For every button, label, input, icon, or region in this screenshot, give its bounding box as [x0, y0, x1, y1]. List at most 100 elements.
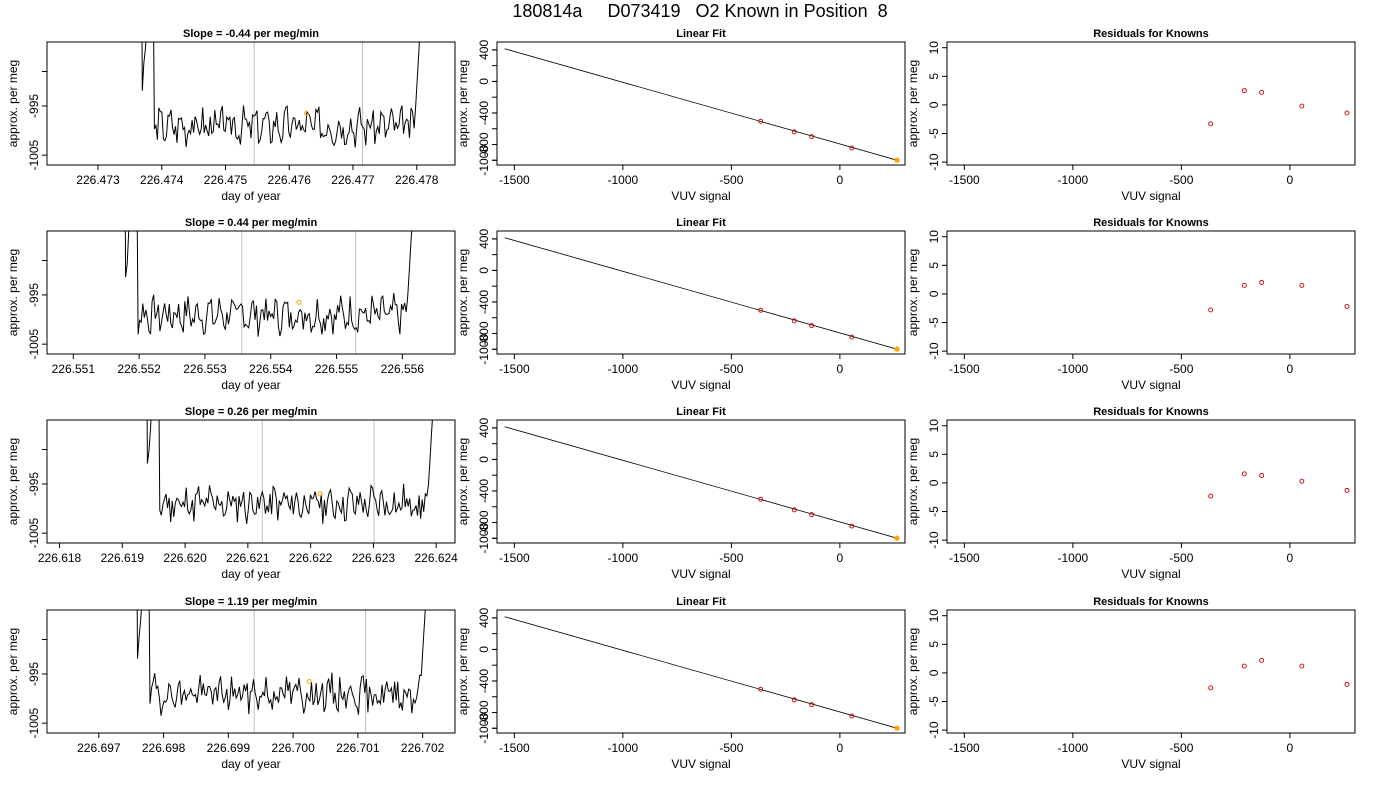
x-tick-label: 226.624	[414, 551, 458, 565]
data-point	[1208, 493, 1214, 499]
plot-frame	[46, 609, 456, 734]
data-point	[1208, 685, 1214, 691]
x-tick-label: -1500	[499, 551, 530, 565]
y-tick-label: -800	[477, 510, 491, 534]
panel-r3-c1: Slope = 0.26 per meg/min 226.618 226.619 22…	[6, 406, 458, 581]
highlight-point	[894, 725, 900, 731]
panel-r4-c3: Residuals for Knowns -1500 -1000 -500 0 VUV s…	[906, 596, 1356, 771]
panel-title: Residuals for Knowns	[1093, 28, 1209, 40]
y-axis-label: approx. per meg	[6, 628, 20, 715]
x-tick-label: -1500	[949, 362, 980, 376]
figure-title: 180814a D073419 O2 Known in Position 8	[512, 1, 888, 21]
y-tick-label: 5	[927, 262, 941, 269]
x-tick-label: 226.554	[249, 362, 293, 376]
y-axis-label: approx. per meg	[456, 60, 470, 147]
x-axis-label: VUV signal	[1121, 189, 1180, 203]
y-tick-label: -1005	[27, 517, 41, 548]
y-tick-label: 0	[927, 101, 941, 108]
data-point	[758, 496, 764, 502]
panel-r2-c2: Linear Fit -1500 -1000 -500 0 VUV signal -1000…	[456, 217, 906, 392]
panel-r1-c1: Slope = -0.44 per meg/min 226.473 226.474 2…	[6, 28, 456, 203]
y-tick-label: 0	[477, 78, 491, 85]
x-tick-label: 0	[837, 551, 844, 565]
marker-point	[306, 678, 312, 684]
data-point	[1259, 280, 1265, 285]
x-axis-label: VUV signal	[671, 189, 730, 203]
x-tick-label: -1500	[949, 551, 980, 565]
y-tick-label: 0	[477, 456, 491, 463]
x-tick-label: -1500	[949, 173, 980, 187]
x-tick-label: -1000	[1058, 551, 1089, 565]
marker-point	[296, 299, 302, 305]
data-point	[791, 507, 797, 513]
data-point	[1241, 282, 1247, 288]
x-tick-label: 226.702	[401, 741, 445, 755]
y-tick-label: -800	[477, 700, 491, 724]
x-tick-label: 226.476	[268, 173, 312, 187]
x-tick-label: -1500	[499, 173, 530, 187]
data-point	[758, 307, 764, 313]
y-axis-label: approx. per meg	[906, 438, 920, 525]
highlight-point	[894, 157, 900, 163]
y-tick-label: 0	[477, 646, 491, 653]
highlight-point	[894, 346, 900, 352]
panel-r3-c2: Linear Fit -1500 -1000 -500 0 VUV signal -1000…	[456, 406, 906, 581]
x-tick-label: 226.698	[142, 741, 186, 755]
plot-frame	[496, 41, 906, 166]
panel-title: Residuals for Knowns	[1093, 217, 1209, 229]
plot-area	[504, 237, 900, 352]
marker-point	[317, 491, 323, 497]
y-tick-label: -1000	[477, 145, 491, 176]
x-axis-label: day of year	[221, 567, 280, 581]
y-tick-label: -995	[27, 472, 41, 496]
plot-frame	[946, 419, 1356, 544]
y-tick-label: -1005	[27, 707, 41, 738]
panel-title: Residuals for Knowns	[1093, 406, 1209, 418]
panel-r2-c3: Residuals for Knowns -1500 -1000 -500 0 VUV s…	[906, 217, 1356, 392]
marker-point	[303, 110, 309, 116]
panel-r4-c2: Linear Fit -1500 -1000 -500 0 VUV signal -1000…	[456, 596, 906, 771]
plot-frame	[46, 230, 456, 355]
x-tick-label: 226.478	[395, 173, 439, 187]
y-tick-label: -400	[477, 479, 491, 503]
plot-area	[141, 42, 420, 165]
data-point	[1259, 657, 1265, 663]
data-point	[1299, 103, 1305, 109]
panel-r4-c1: Slope = 1.19 per meg/min 226.697 226.698 22…	[6, 596, 456, 771]
plot-area	[1208, 657, 1350, 691]
x-tick-label: 0	[837, 741, 844, 755]
plot-area	[1208, 88, 1350, 127]
panel-title: Slope = -0.44 per meg/min	[183, 28, 319, 40]
plot-frame	[46, 419, 456, 544]
panel-r3-c3: Residuals for Knowns -1500 -1000 -500 0 VUV s…	[906, 406, 1356, 581]
y-tick-label: 10	[927, 41, 941, 55]
x-tick-label: 226.699	[207, 741, 251, 755]
y-tick-label: 400	[477, 608, 491, 628]
x-tick-label: 226.620	[163, 551, 207, 565]
x-axis-label: VUV signal	[1121, 567, 1180, 581]
plot-frame	[946, 41, 1356, 166]
y-tick-label: -1005	[27, 328, 41, 359]
data-point	[849, 145, 855, 151]
fit-line	[504, 426, 898, 539]
y-tick-label: 5	[927, 641, 941, 648]
y-tick-label: -800	[477, 321, 491, 345]
x-tick-label: 226.700	[271, 741, 315, 755]
x-axis-label: VUV signal	[1121, 378, 1180, 392]
x-tick-label: 0	[1287, 362, 1294, 376]
plot-frame	[496, 419, 906, 544]
y-tick-label: 10	[927, 230, 941, 244]
x-axis-label: VUV signal	[671, 567, 730, 581]
plot-area	[1208, 471, 1350, 499]
data-point	[1299, 478, 1305, 484]
data-point	[1259, 89, 1265, 95]
x-tick-label: -500	[719, 173, 743, 187]
y-tick-label: -1000	[477, 713, 491, 744]
data-point	[1241, 88, 1247, 94]
y-tick-label: -1000	[477, 334, 491, 365]
y-tick-label: 0	[477, 267, 491, 274]
x-tick-label: 226.477	[331, 173, 375, 187]
plot-frame	[946, 230, 1356, 355]
x-tick-label: -1000	[1058, 741, 1089, 755]
